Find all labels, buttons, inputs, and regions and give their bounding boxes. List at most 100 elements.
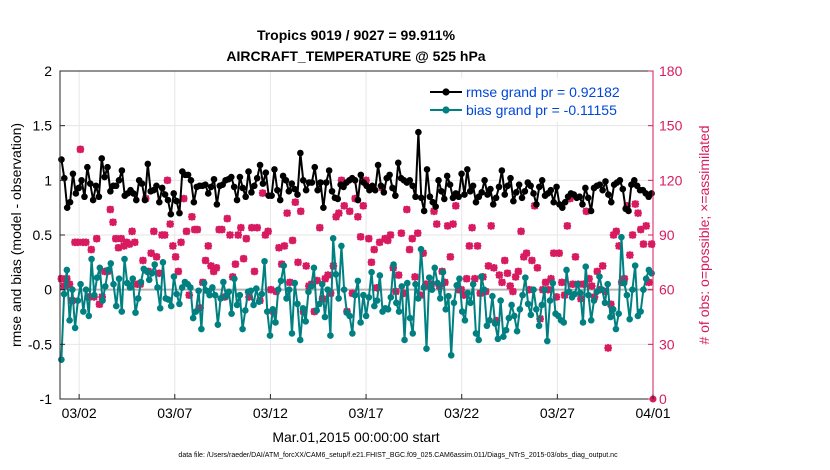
- bias-point: [412, 280, 419, 288]
- bias-point: [228, 310, 235, 318]
- rmse-point: [538, 177, 546, 184]
- obs-assimilated-marker: [345, 207, 354, 216]
- bias-point: [387, 294, 395, 301]
- rmse-point: [274, 186, 281, 194]
- obs-assimilated-marker: [579, 280, 588, 288]
- rmse-point: [559, 204, 566, 211]
- rmse-point: [527, 182, 534, 190]
- obs-assimilated-marker: [212, 264, 221, 272]
- bias-point: [121, 255, 128, 263]
- rmse-point: [115, 177, 123, 184]
- obs-assimilated-marker: [223, 214, 232, 223]
- obs-assimilated-marker: [302, 262, 310, 270]
- bias-point: [538, 301, 546, 309]
- bias-point: [316, 300, 323, 308]
- bias-point: [58, 356, 65, 363]
- bias-point: [277, 277, 285, 285]
- y2-tick-label: 150: [659, 118, 683, 134]
- bias-point: [236, 291, 244, 299]
- bias-point: [480, 286, 488, 293]
- bias-point: [349, 330, 356, 337]
- bias-point: [198, 325, 205, 333]
- legend: rmse grand pr = 0.92182 bias grand pr = …: [424, 78, 648, 122]
- bias-point: [209, 284, 216, 291]
- bias-point: [623, 291, 631, 299]
- obs-assimilated-marker: [207, 262, 215, 270]
- obs-assimilated-marker: [626, 251, 634, 259]
- bias-point: [376, 272, 384, 279]
- obs-assimilated-marker: [506, 282, 514, 290]
- obs-assimilated-marker: [131, 238, 139, 247]
- bias-point: [85, 312, 93, 320]
- bias-point: [626, 315, 633, 323]
- bias-point: [604, 280, 612, 288]
- rmse-point: [308, 179, 316, 186]
- rmse-point: [438, 187, 445, 195]
- rmse-point: [415, 128, 422, 136]
- y2-tick-label: 0: [659, 391, 667, 407]
- bias-point: [351, 291, 359, 299]
- obs-assimilated-marker: [82, 238, 90, 247]
- obs-assimilated-marker: [250, 267, 259, 276]
- obs-assimilated-marker: [585, 274, 593, 283]
- rmse-point: [504, 182, 511, 190]
- bias-point: [66, 316, 73, 324]
- obs-assimilated-marker: [503, 269, 512, 278]
- rmse-point: [328, 187, 336, 195]
- rmse-point: [130, 190, 137, 197]
- obs-assimilated-marker: [150, 227, 158, 236]
- bias-point: [618, 233, 625, 241]
- bias-point: [187, 284, 194, 291]
- bias-point: [535, 322, 543, 330]
- rmse-point: [625, 207, 632, 215]
- bias-point: [321, 313, 329, 321]
- obs-assimilated-marker: [547, 274, 555, 283]
- rmse-point: [144, 160, 152, 168]
- legend-bias-label: bias grand pr = -0.11155: [466, 102, 617, 118]
- rmse-point: [98, 155, 106, 162]
- bias-point: [137, 278, 145, 286]
- rmse-point: [515, 181, 523, 189]
- rmse-point: [550, 198, 557, 206]
- bias-point: [560, 319, 568, 326]
- rmse-point: [302, 186, 310, 194]
- bias-point: [565, 288, 573, 296]
- bias-point: [115, 275, 123, 283]
- bias-point: [305, 288, 312, 296]
- y2-tick-label: 180: [659, 63, 683, 79]
- obs-assimilated-marker: [525, 285, 534, 294]
- bias-point: [283, 295, 290, 302]
- bias-point: [486, 316, 493, 324]
- bias-point: [373, 297, 381, 304]
- bias-point: [434, 279, 441, 287]
- obs-assimilated-marker: [245, 293, 253, 301]
- bias-point: [395, 308, 403, 315]
- bias-point: [77, 280, 84, 288]
- obs-assimilated-marker: [533, 264, 542, 272]
- x-tick-label: 04/01: [635, 405, 670, 421]
- obs-assimilated-marker: [57, 274, 66, 283]
- obs-assimilated-marker: [356, 233, 365, 241]
- bias-point: [148, 269, 156, 277]
- bias-point: [368, 268, 375, 276]
- obs-assimilated-marker: [519, 253, 528, 261]
- obs-assimilated-marker: [179, 194, 188, 203]
- rmse-point: [440, 195, 448, 203]
- bias-point: [571, 290, 579, 298]
- y-tick-label: 0: [44, 282, 52, 298]
- rmse-point: [66, 198, 74, 206]
- obs-assimilated-marker: [332, 212, 340, 221]
- bias-point: [88, 255, 95, 263]
- obs-assimilated-marker: [280, 242, 289, 250]
- rmse-point: [156, 198, 163, 206]
- bias-point: [447, 351, 455, 359]
- bias-point: [464, 289, 471, 297]
- bias-point: [299, 304, 307, 312]
- bias-point: [576, 289, 584, 297]
- bias-point: [173, 290, 180, 298]
- bias-point: [280, 262, 288, 269]
- obs-assimilated-marker: [541, 278, 550, 287]
- obs-assimilated-marker: [288, 236, 297, 245]
- rmse-point: [420, 207, 428, 215]
- x-tick-label: 03/27: [540, 405, 575, 421]
